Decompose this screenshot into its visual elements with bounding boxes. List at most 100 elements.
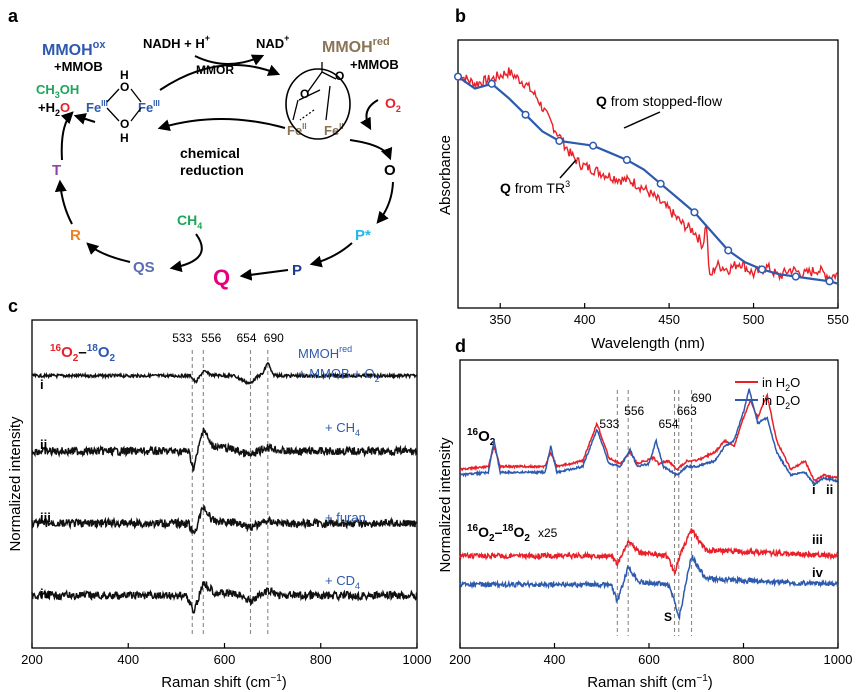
data-point <box>656 179 665 188</box>
isotope-title: 16O2–18O2 <box>50 343 116 364</box>
carboxylate-o-right: O <box>335 69 344 83</box>
peak-label: 690 <box>264 331 284 345</box>
series-label-stopped-flow: Q from stopped-flow <box>596 93 723 109</box>
chemical-reduction-line1: chemical <box>180 145 240 161</box>
fe-ii-right: FeII <box>324 122 344 138</box>
trace-tag-iii: iii <box>40 510 51 525</box>
x-tick-label: 400 <box>117 652 139 667</box>
data-point <box>825 277 834 286</box>
spectrum-ii <box>459 388 838 485</box>
fe-iii-right: FeIII <box>138 99 160 115</box>
trace-tag-ii: ii <box>40 437 47 452</box>
methane-label: CH4 <box>177 212 202 231</box>
legend-label-h2o: in H2O <box>762 375 800 393</box>
state-p: P <box>292 262 302 279</box>
mmob-label-right: +MMOB <box>350 57 399 72</box>
carboxylate-o-left: O <box>300 87 309 101</box>
fe-ii-left: FeII <box>287 122 307 138</box>
nadh-label: NADH + H+ <box>143 33 210 51</box>
peak-label: 654 <box>236 331 256 345</box>
data-point <box>589 141 598 150</box>
y-axis-label: Normalized intensity <box>7 416 24 552</box>
x-tick-label: 200 <box>21 652 43 667</box>
label-ii: + CH4 <box>325 420 360 438</box>
mmob-label-left: +MMOB <box>54 59 103 74</box>
raman-difference-chart-c: 16O2–18O2 533 556 654 690 200 400 600 800 1000 … <box>7 319 432 691</box>
x-tick-label: 350 <box>489 312 511 327</box>
difference-title: 16O2–18O2 x25 <box>467 523 558 544</box>
x-tick-label: 1000 <box>824 652 853 667</box>
legend: in H2O in D2O <box>735 375 800 411</box>
spectrum-i <box>459 392 839 483</box>
trace-tag-i: i <box>40 377 44 392</box>
methanol-label: CH3OH <box>36 82 79 100</box>
spectrum-iii <box>31 504 418 535</box>
nad-label: NAD+ <box>256 33 289 51</box>
data-point <box>757 265 767 274</box>
water-label: +H2O <box>38 100 70 118</box>
spectrum-iii <box>459 528 839 575</box>
mmoh-ox-label: MMOHox <box>42 39 106 59</box>
annotation-s: S <box>664 610 672 624</box>
dioxygen-label: O2 <box>385 95 401 114</box>
bridge-o-top: O <box>120 80 129 94</box>
diiron-iii-core: FeIII FeIII O H O H <box>86 68 160 145</box>
peak-label: 654 <box>658 417 678 431</box>
mmo-catalytic-cycle-diagram: MMOHox +MMOB CH3OH +H2O FeIII FeIII O H … <box>36 33 401 290</box>
panel-label-b: b <box>455 6 466 26</box>
data-point <box>521 110 530 119</box>
data-point <box>453 72 463 81</box>
spectrum-iv <box>459 554 839 621</box>
x-tick-label: 800 <box>310 652 332 667</box>
x-tick-label: 550 <box>827 312 849 327</box>
bridge-h-bottom: H <box>120 131 129 145</box>
state-qs: QS <box>133 259 155 276</box>
bridge-h-top: H <box>120 68 129 82</box>
panel-label-a: a <box>8 6 19 26</box>
data-point <box>555 136 564 145</box>
state-p-star: P* <box>355 227 371 244</box>
peak-label: 690 <box>692 391 712 405</box>
peak-label: 663 <box>677 404 697 418</box>
trace-tag-iv: iv <box>812 565 824 580</box>
x-tick-label: 600 <box>638 652 660 667</box>
peak-label: 533 <box>599 417 619 431</box>
data-point <box>791 272 800 281</box>
fe-iii-left: FeIII <box>86 99 108 115</box>
x-axis-label: Raman shift (cm−1) <box>161 673 287 691</box>
peak-label: 556 <box>624 404 644 418</box>
state-q: Q <box>213 265 230 290</box>
tr3-pointer <box>559 159 577 179</box>
legend-label-d2o: in D2O <box>762 393 800 411</box>
x-tick-label: 400 <box>544 652 566 667</box>
stopped-flow-pointer <box>623 111 661 129</box>
panel-label-d: d <box>455 336 466 356</box>
plot-frame <box>457 39 839 309</box>
panel-label-c: c <box>8 296 18 316</box>
x-tick-label: 600 <box>214 652 236 667</box>
label-iv: + CD4 <box>325 573 360 591</box>
trace-tag-iii: iii <box>812 532 823 547</box>
spectrum-iv <box>31 581 418 614</box>
x-tick-label: 800 <box>733 652 755 667</box>
x-tick-label: 1000 <box>403 652 432 667</box>
x-tick-label: 200 <box>449 652 471 667</box>
label-iii: + furan <box>325 510 366 525</box>
absorbance-chart: 350 400 450 500 550 Wavelength (nm) Absorban… <box>437 39 849 352</box>
series-label-tr3: Q from TR3 <box>500 179 570 196</box>
bridge-o-bottom: O <box>120 117 129 131</box>
trace-tag-iv: iv <box>40 586 52 601</box>
o2-16-title: 16O2 <box>467 427 496 448</box>
state-r: R <box>70 227 81 244</box>
state-t: T <box>52 162 61 179</box>
mmoh-red-label: MMOHred <box>322 36 390 56</box>
mmor-label: MMOR <box>196 63 234 77</box>
trace-tag-i: i <box>812 482 816 497</box>
data-point <box>622 155 631 165</box>
label-i-line1: MMOHred <box>298 344 352 361</box>
data-point <box>690 208 699 217</box>
x-tick-label: 450 <box>658 312 680 327</box>
y-axis-label: Normalized intensity <box>437 437 454 573</box>
peak-label: 556 <box>201 331 221 345</box>
